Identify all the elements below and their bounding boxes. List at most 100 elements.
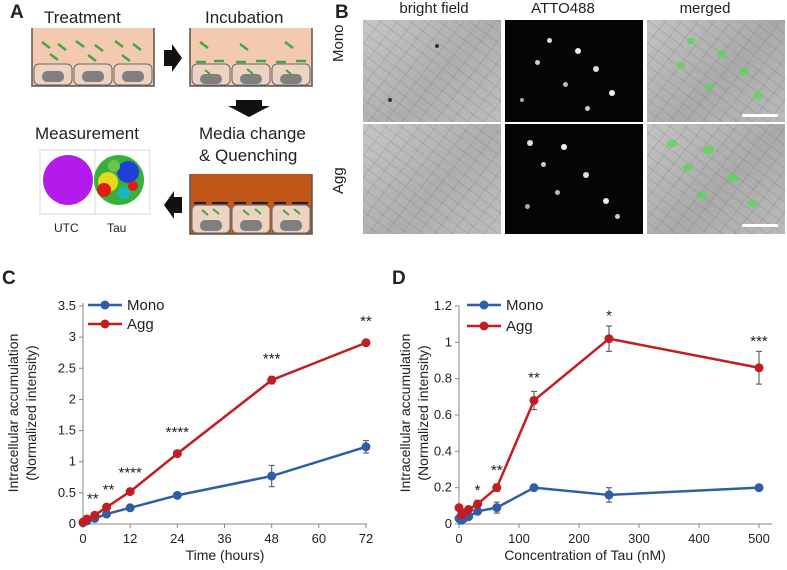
significance-label: **: [360, 313, 372, 330]
panel-label-c: C: [2, 268, 16, 289]
y-tick-label: 0.4: [434, 443, 452, 458]
data-point-agg: [125, 487, 135, 497]
significance-label: *: [475, 482, 481, 499]
utc-label: UTC: [54, 221, 79, 235]
step-treatment-label: Treatment: [44, 8, 121, 27]
step-measurement-label: Measurement: [35, 124, 139, 143]
column-header-atto488: ATTO488: [531, 0, 595, 17]
x-tick-label: 0: [79, 531, 86, 546]
x-tick-label: 0: [455, 531, 462, 546]
micrograph-agg-atto488: [505, 124, 643, 234]
y-tick-label: 1.5: [58, 423, 76, 438]
data-point-agg: [492, 483, 502, 493]
x-tick-label: 72: [359, 531, 373, 546]
legend-mono: Mono: [127, 297, 165, 314]
data-point-mono: [754, 483, 764, 493]
significance-label: ****: [118, 464, 142, 481]
row-label-agg: Agg: [330, 167, 347, 194]
series-line-mono: [82, 445, 367, 524]
series-line-agg: [82, 341, 367, 524]
data-point-mono: [102, 509, 112, 519]
data-point-mono: [361, 442, 371, 452]
significance-label: ***: [263, 350, 281, 367]
y-tick-label: 1: [445, 334, 452, 349]
panel-label-d: D: [392, 268, 406, 289]
y-tick-label: 2.5: [58, 360, 76, 375]
treatment-well: [31, 28, 155, 87]
row-label-mono: Mono: [330, 24, 347, 62]
significance-label: **: [491, 462, 503, 479]
data-point-mono: [529, 483, 539, 493]
x-tick-label: 500: [748, 531, 770, 546]
y-tick-label: 0.2: [434, 480, 452, 495]
column-header-merged: merged: [679, 0, 731, 17]
data-point-mono: [604, 490, 614, 500]
data-point-mono: [267, 471, 277, 481]
incubation-well: [189, 28, 313, 87]
micrograph-agg-bright-field: [363, 124, 501, 234]
significance-label: **: [103, 482, 115, 499]
quenching-well: [189, 174, 313, 235]
x-axis-label: Concentration of Tau (nM): [504, 547, 666, 563]
x-tick-label: 36: [217, 531, 231, 546]
legend: Mono Agg: [467, 297, 544, 335]
y-tick-label: 0.8: [434, 371, 452, 386]
arrow-left-icon: [164, 191, 182, 219]
y-axis-label-line1: Intracellular accumulation: [397, 334, 413, 493]
data-point-agg: [754, 363, 764, 373]
data-point-agg: [464, 504, 474, 514]
legend-mono: Mono: [506, 297, 544, 314]
x-axis-label: Time (hours): [186, 547, 265, 563]
x-tick-label: 12: [123, 531, 137, 546]
tau-label: Tau: [107, 221, 127, 235]
step-quenching-label: & Quenching: [199, 146, 298, 165]
step-media-change-label: Media change: [199, 124, 306, 143]
y-tick-label: 0: [445, 516, 452, 531]
y-axis-label-line2: (Normalized intensity): [23, 345, 39, 480]
significance-label: **: [87, 490, 99, 507]
data-point-agg: [267, 375, 277, 385]
data-point-mono: [125, 503, 135, 513]
y-tick-label: 0.5: [58, 485, 76, 500]
data-point-mono: [172, 490, 182, 500]
y-tick-label: 2: [69, 391, 76, 406]
y-tick-label: 0: [69, 516, 76, 531]
x-tick-label: 48: [264, 531, 278, 546]
x-tick-label: 300: [628, 531, 650, 546]
y-tick-label: 3.5: [58, 298, 76, 313]
step-incubation-label: Incubation: [205, 8, 284, 27]
data-point-agg: [604, 334, 614, 344]
arrow-right-icon: [164, 44, 182, 72]
legend: Mono Agg: [88, 297, 165, 333]
x-tick-label: 60: [312, 531, 326, 546]
scale-bar: [742, 224, 778, 227]
panel-label-a: A: [10, 2, 24, 23]
micrograph-agg-merged: [647, 124, 785, 234]
y-tick-label: 0.6: [434, 407, 452, 422]
data-point-mono: [492, 503, 502, 513]
data-point-agg: [172, 449, 182, 459]
x-tick-label: 400: [688, 531, 710, 546]
data-point-agg: [361, 338, 371, 348]
panel-label-b: B: [335, 2, 349, 23]
column-header-bright-field: bright field: [399, 0, 469, 17]
significance-label: ***: [750, 333, 768, 350]
legend-agg: Agg: [506, 318, 533, 335]
y-tick-label: 1: [69, 454, 76, 469]
data-point-agg: [90, 510, 100, 520]
micrograph-mono-atto488: [505, 20, 643, 122]
micrograph-mono-bright-field: [363, 20, 501, 122]
y-axis-label-line1: Intracellular accumulation: [5, 334, 21, 493]
y-tick-label: 1.2: [434, 298, 452, 313]
assay-schematic: [31, 28, 313, 235]
significance-label: *: [606, 308, 612, 325]
data-point-agg: [473, 499, 483, 509]
significance-label: ****: [166, 424, 190, 441]
y-axis-label-line2: (Normalized intensity): [415, 345, 431, 480]
scale-bar: [742, 114, 778, 117]
significance-label: **: [528, 369, 540, 386]
data-point-agg: [102, 502, 112, 512]
arrow-down-icon: [228, 100, 270, 117]
